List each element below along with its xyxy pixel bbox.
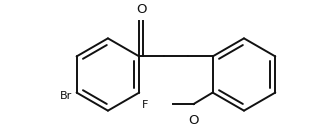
Text: O: O: [136, 2, 147, 15]
Text: Br: Br: [60, 91, 72, 101]
Text: O: O: [188, 114, 199, 127]
Text: F: F: [142, 100, 148, 110]
